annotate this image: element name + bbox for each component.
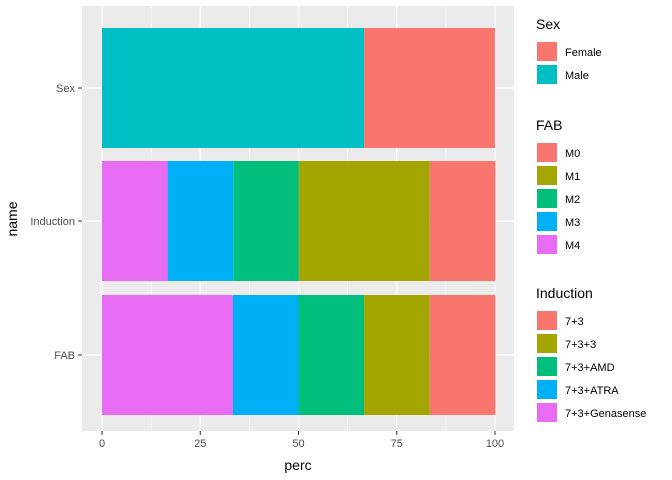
legend-fab: FAB M0 M1 M2 M3 M4 (536, 117, 580, 254)
y-tick-label: Induction (30, 216, 75, 228)
legend-label: M0 (565, 148, 580, 160)
bars (102, 28, 496, 415)
legend-label: Female (565, 47, 602, 59)
legend-swatch (537, 189, 557, 208)
bar-segment-fab-7-3-genasense (102, 295, 233, 415)
bar-segment-fab-7-3-amd (298, 295, 365, 415)
legend-label: M3 (565, 217, 580, 229)
x-tick-label: 50 (292, 438, 304, 450)
legend-swatch (537, 235, 557, 254)
bar-segment-induction-m1 (298, 161, 430, 281)
bar-segment-induction-m2 (233, 161, 299, 281)
legend-title: FAB (536, 117, 562, 133)
legend-label: 7+3+ATRA (565, 385, 619, 397)
bar-segment-fab-7-3-atra (232, 295, 299, 415)
legend-swatch (537, 357, 557, 376)
x-tick-label: 25 (194, 438, 206, 450)
legend-swatch (537, 166, 557, 185)
legend-label: 7+3+3 (565, 339, 596, 351)
legend-swatch (537, 212, 557, 231)
y-tick-label: Sex (56, 83, 75, 95)
y-axis: Sex Induction FAB (30, 83, 82, 362)
legend-label: 7+3 (565, 316, 584, 328)
legends: Sex Female Male FAB M0 M1 M2 M3 M4 Induction 7+3 7+… (536, 16, 646, 422)
x-tick-label: 75 (391, 438, 403, 450)
legend-swatch (537, 143, 557, 162)
bar-segment-induction-m3 (167, 161, 234, 281)
legend-swatch (537, 65, 557, 84)
legend-label: Male (565, 70, 589, 82)
legend-swatch (537, 380, 557, 399)
legend-swatch (537, 403, 557, 422)
legend-induction: Induction 7+3 7+3+3 7+3+AMD 7+3+ATRA 7+3+Gena… (536, 285, 646, 422)
y-tick-label: FAB (54, 350, 75, 362)
legend-sex: Sex Female Male (536, 16, 602, 84)
legend-label: M1 (565, 171, 580, 183)
legend-swatch (537, 42, 557, 61)
bar-segment-sex-male (102, 28, 365, 148)
legend-label: M4 (565, 240, 580, 252)
legend-label: M2 (565, 194, 580, 206)
x-axis-title: perc (284, 457, 311, 473)
legend-swatch (537, 311, 557, 330)
x-tick-label: 0 (99, 438, 105, 450)
bar-segment-sex-female (364, 28, 495, 148)
bar-segment-fab-7-3 (429, 295, 496, 415)
bar-segment-induction-m0 (429, 161, 496, 281)
legend-swatch (537, 334, 557, 353)
y-axis-title: name (4, 201, 20, 236)
legend-title: Sex (536, 16, 560, 32)
bar-segment-induction-m4 (102, 161, 168, 281)
bar-segment-fab-7-3-3 (364, 295, 430, 415)
x-tick-label: 100 (486, 438, 504, 450)
x-axis: 0 25 50 75 100 (99, 431, 504, 450)
legend-label: 7+3+AMD (565, 362, 615, 374)
legend-title: Induction (536, 285, 593, 301)
legend-label: 7+3+Genasense (565, 408, 646, 420)
